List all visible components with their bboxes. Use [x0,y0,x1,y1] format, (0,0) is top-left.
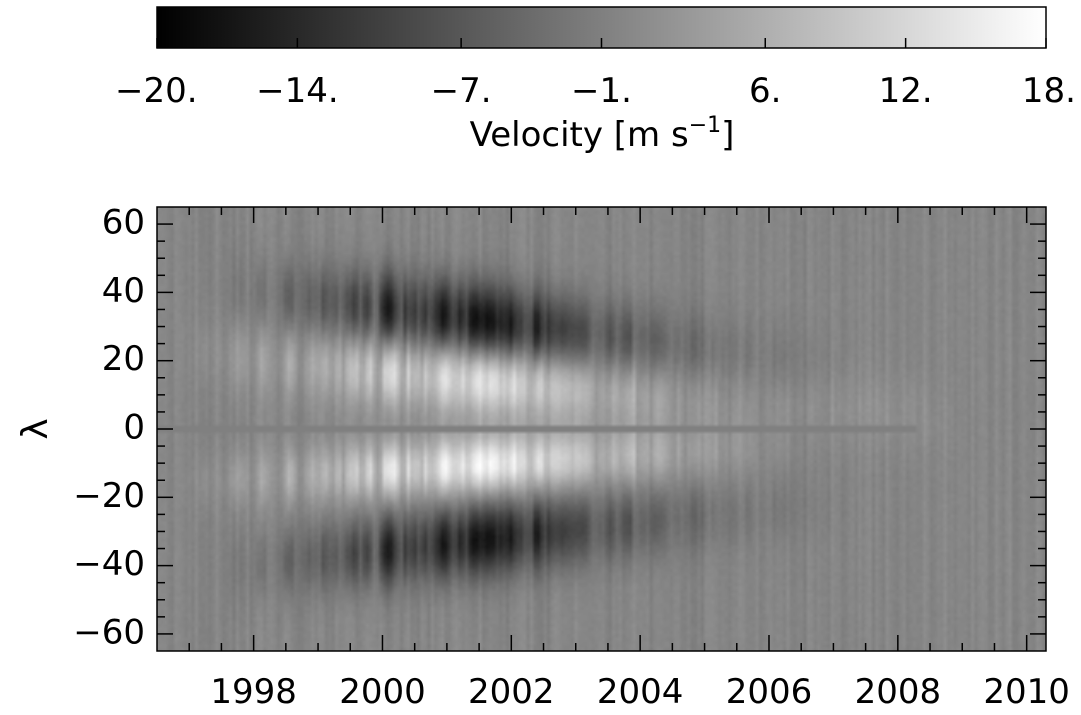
y-tick-label: −60 [73,612,145,652]
y-axis-label: λ [15,418,56,439]
x-tick-label: 2008 [855,672,942,712]
colorbar-ticks: −20. −14. −7. −1. 6. 12. 18. [115,38,1076,111]
x-tick-label: 2000 [339,672,426,712]
x-tick-label: 2006 [726,672,813,712]
y-tick-label: −20 [73,476,145,516]
colorbar: −20. −14. −7. −1. 6. 12. 18. Velocity [m s−1] [115,6,1076,155]
y-tick-label: 20 [102,339,145,379]
x-axis-tick-labels: 1998 2000 2002 2004 2006 2008 2010 [210,672,1070,712]
colorbar-tick-label: −20. [115,71,198,111]
x-tick-label: 1998 [210,672,297,712]
x-tick-label: 2010 [983,672,1070,712]
plot-area: 60 40 20 0 −20 −40 −60 1998 2000 2002 2004 2006 200… [15,203,1070,712]
colorbar-tick-label: 18. [1022,71,1076,111]
colorbar-label-superscript: −1 [689,113,721,138]
colorbar-tick-label: 6. [749,71,781,111]
y-tick-label: −40 [73,544,145,584]
velocity-heatmap [157,207,1046,651]
y-axis-tick-labels: 60 40 20 0 −20 −40 −60 [73,203,145,653]
axis-ticks [157,207,1046,651]
x-tick-label: 2002 [468,672,555,712]
y-tick-label: 40 [102,271,145,311]
colorbar-label: Velocity [m s−1] [470,113,735,155]
y-tick-label: 60 [102,203,145,243]
colorbar-tick-label: −7. [431,71,492,111]
colorbar-tick-label: −1. [571,71,632,111]
y-tick-label: 0 [123,408,145,448]
colorbar-tick-label: −14. [256,71,339,111]
x-tick-label: 2004 [597,672,684,712]
colorbar-tick-label: 12. [879,71,933,111]
